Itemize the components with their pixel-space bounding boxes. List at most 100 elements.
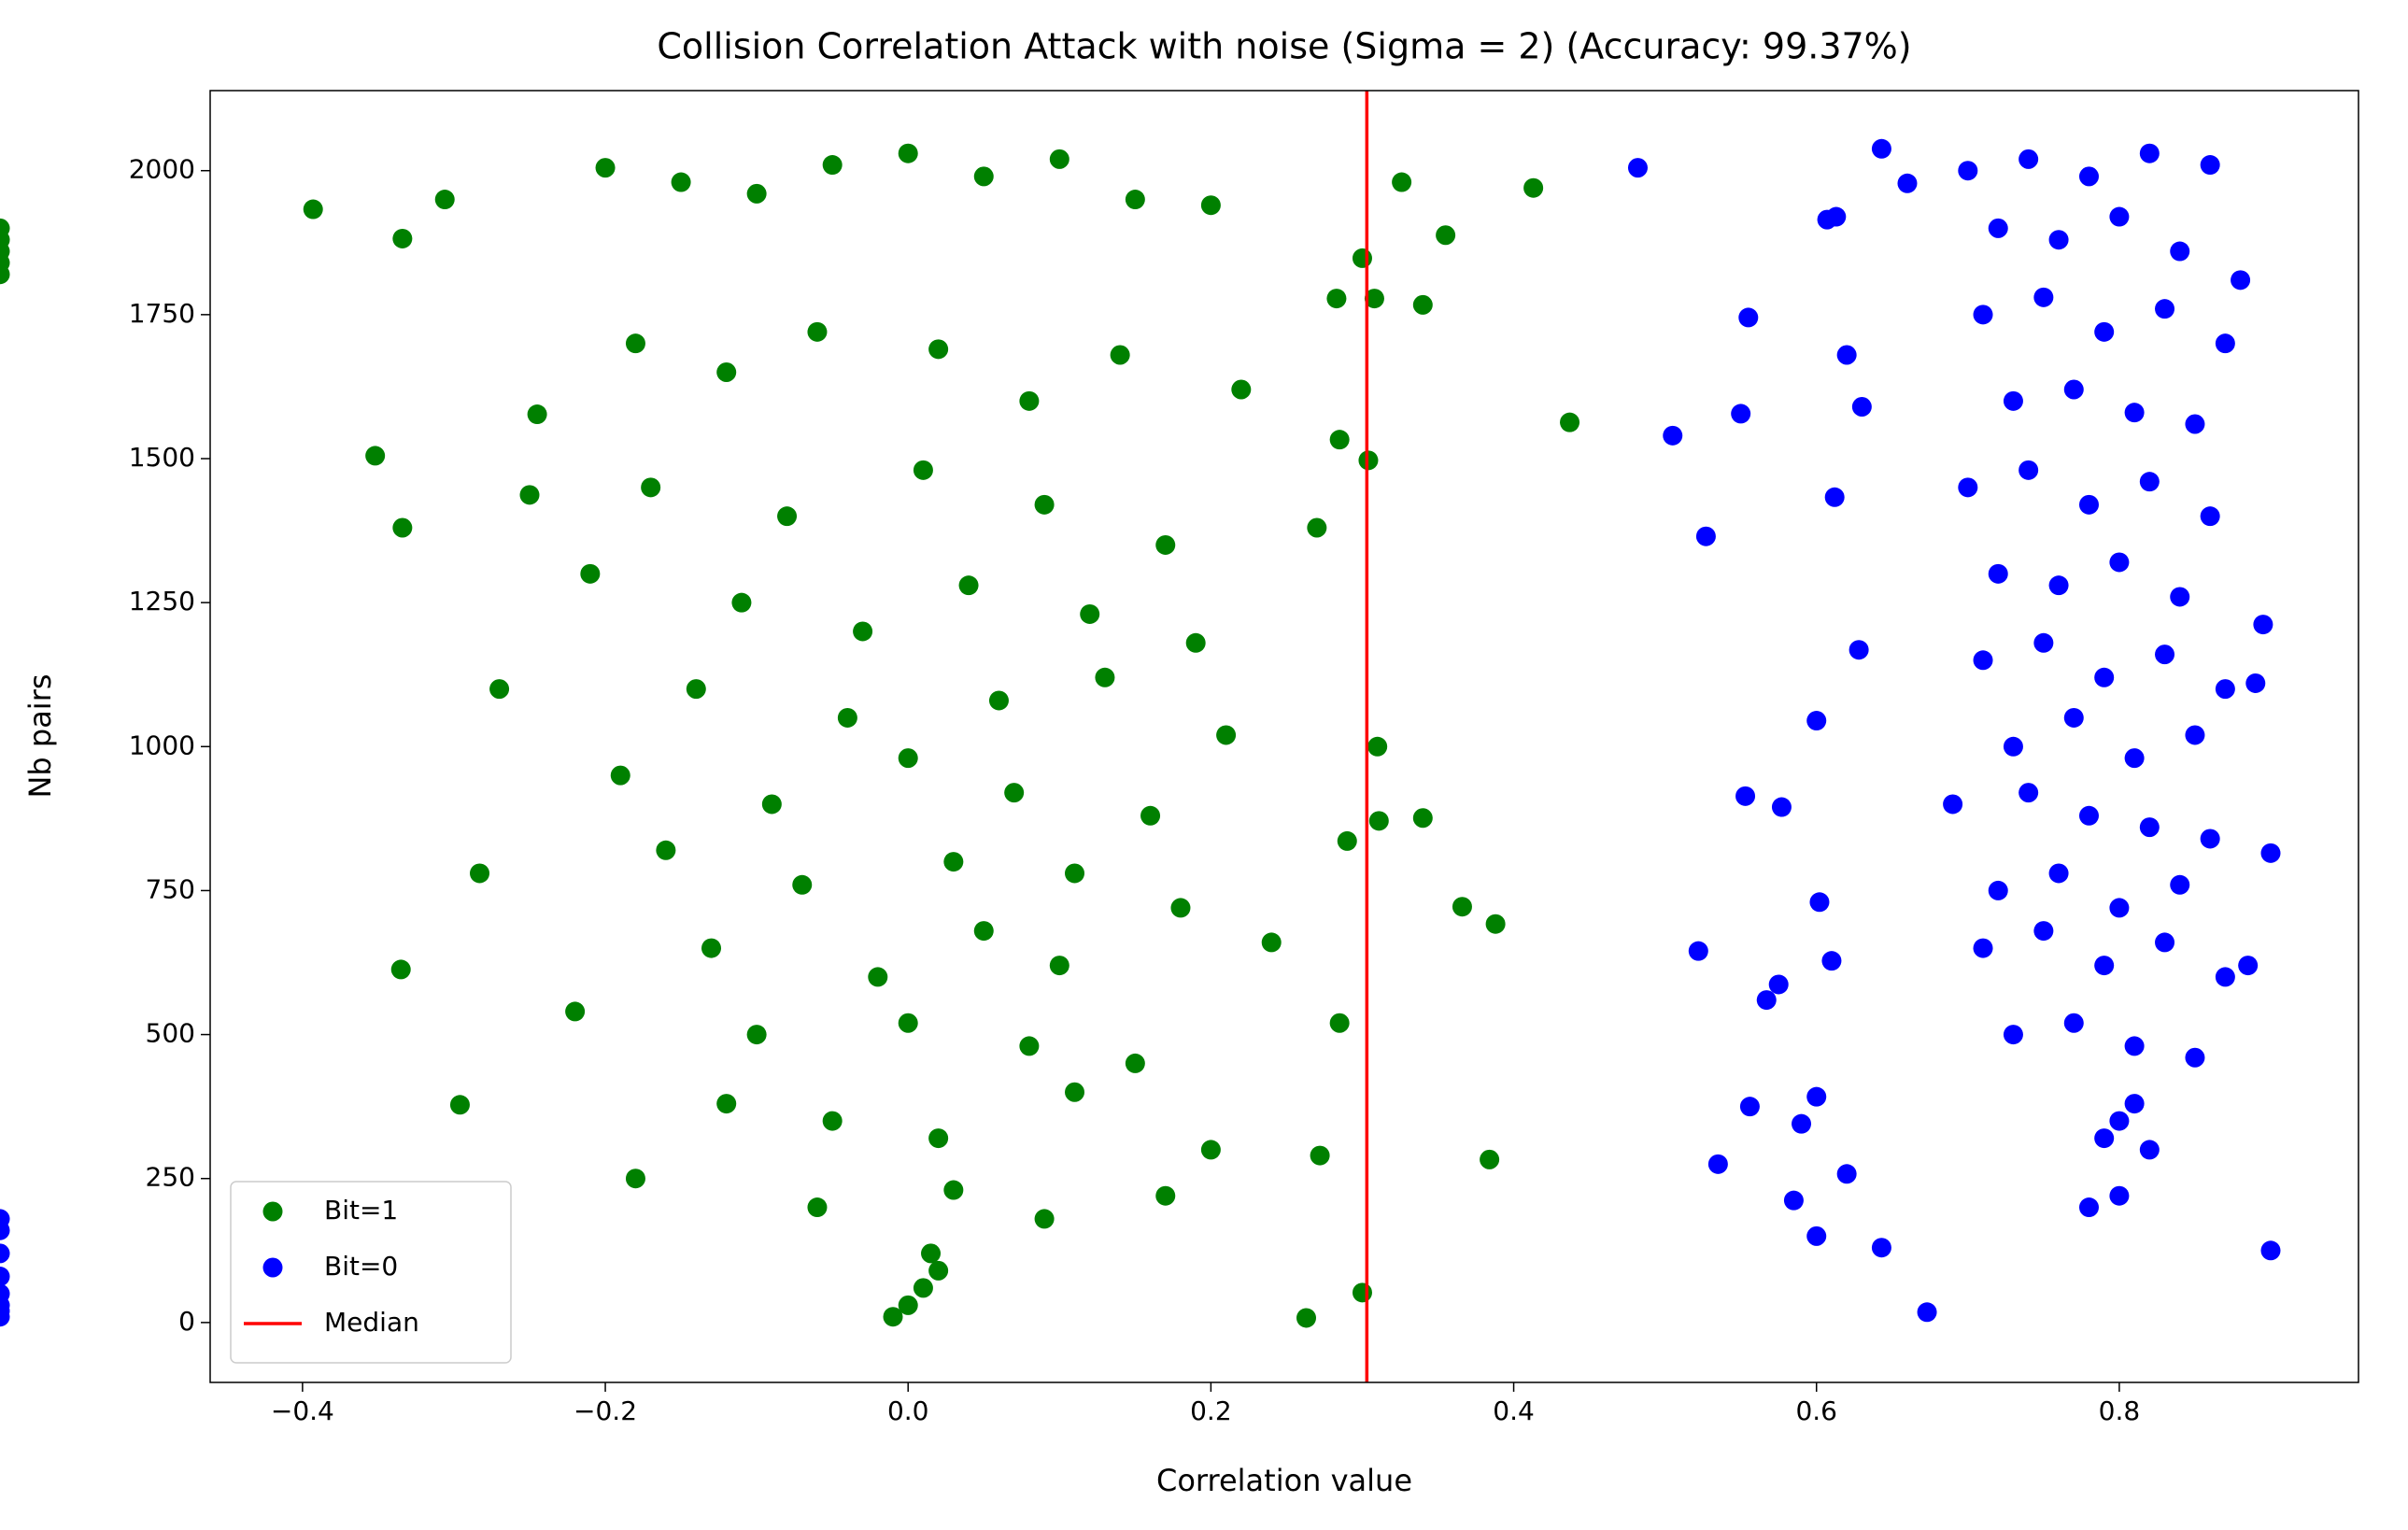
point [1140, 805, 1161, 826]
point [2139, 472, 2160, 492]
point [1826, 206, 1847, 227]
point [1412, 808, 1433, 829]
point [988, 690, 1009, 711]
y-tick-label: 500 [146, 1018, 195, 1049]
point [580, 563, 601, 584]
point [1836, 1164, 1857, 1184]
point [390, 959, 411, 980]
point [1034, 494, 1055, 515]
point [1988, 218, 2008, 238]
legend-label: Median [324, 1307, 419, 1338]
x-axis-label: Correlation value [1156, 1463, 1412, 1498]
point [1049, 956, 1069, 976]
point [1110, 345, 1130, 365]
point [1917, 1302, 1937, 1323]
point [1792, 1113, 1812, 1134]
point [2260, 843, 2281, 863]
point [1352, 1282, 1372, 1303]
point [2155, 932, 2175, 953]
point [2033, 287, 2054, 307]
point [1480, 1149, 1500, 1169]
point [1871, 138, 1891, 159]
point [1809, 892, 1830, 913]
point [1973, 938, 1993, 958]
point [746, 183, 767, 204]
point [928, 339, 949, 360]
point [1688, 941, 1708, 961]
point [1436, 225, 1456, 246]
point [837, 707, 857, 728]
point [2063, 1013, 2084, 1033]
point [2018, 149, 2039, 169]
point [807, 1197, 828, 1218]
point [761, 794, 782, 815]
point [1485, 914, 1506, 934]
point [928, 1260, 949, 1281]
point [2215, 967, 2235, 987]
point [1851, 397, 1872, 418]
point [1065, 863, 1085, 884]
point [701, 938, 722, 958]
point [883, 1307, 903, 1327]
point [2018, 460, 2039, 480]
point [470, 863, 490, 884]
point [434, 190, 455, 210]
x-tick-label: 0.8 [2099, 1395, 2141, 1426]
point [2078, 166, 2099, 187]
point [2170, 241, 2190, 262]
point [731, 592, 752, 613]
y-tick-label: 750 [146, 873, 195, 904]
point [1452, 897, 1472, 917]
point [1170, 898, 1191, 918]
point [1049, 149, 1069, 169]
point [2078, 1197, 2099, 1218]
point [1958, 161, 1978, 181]
point [2185, 414, 2205, 434]
chart-title: Collision Correlation Attack with noise … [657, 26, 1911, 67]
point [913, 1278, 933, 1298]
point [822, 155, 843, 176]
point [898, 1295, 918, 1315]
y-tick-label: 2000 [129, 154, 195, 185]
point [1988, 880, 2008, 900]
point [1329, 1013, 1350, 1033]
point [2078, 805, 2099, 826]
point [1756, 990, 1777, 1011]
point [2094, 1128, 2115, 1149]
point [1019, 1036, 1040, 1056]
point [928, 1128, 949, 1149]
point [641, 477, 661, 498]
point [1663, 425, 1683, 446]
point [1731, 404, 1751, 424]
point [2003, 1025, 2023, 1045]
point [822, 1111, 843, 1131]
point [716, 1094, 737, 1114]
point [898, 1013, 918, 1033]
point [2139, 143, 2160, 163]
point [1973, 305, 1993, 325]
x-tick-label: 0.0 [887, 1395, 929, 1426]
point [2018, 783, 2039, 803]
point [1329, 430, 1350, 450]
point [2094, 321, 2115, 342]
point [595, 158, 616, 178]
point [746, 1025, 767, 1045]
point [1988, 563, 2008, 584]
point [2124, 1036, 2145, 1056]
point [1364, 289, 1384, 309]
point [1200, 195, 1221, 216]
point [489, 679, 510, 700]
point [792, 874, 813, 895]
point [671, 172, 691, 192]
point [2139, 1140, 2160, 1160]
point [2033, 632, 2054, 653]
point [2185, 725, 2205, 745]
point [1261, 932, 1282, 953]
point [2109, 552, 2130, 573]
point [1337, 830, 1357, 851]
point [1806, 711, 1827, 731]
point [2063, 379, 2084, 400]
point [1768, 974, 1789, 995]
point [527, 404, 547, 425]
